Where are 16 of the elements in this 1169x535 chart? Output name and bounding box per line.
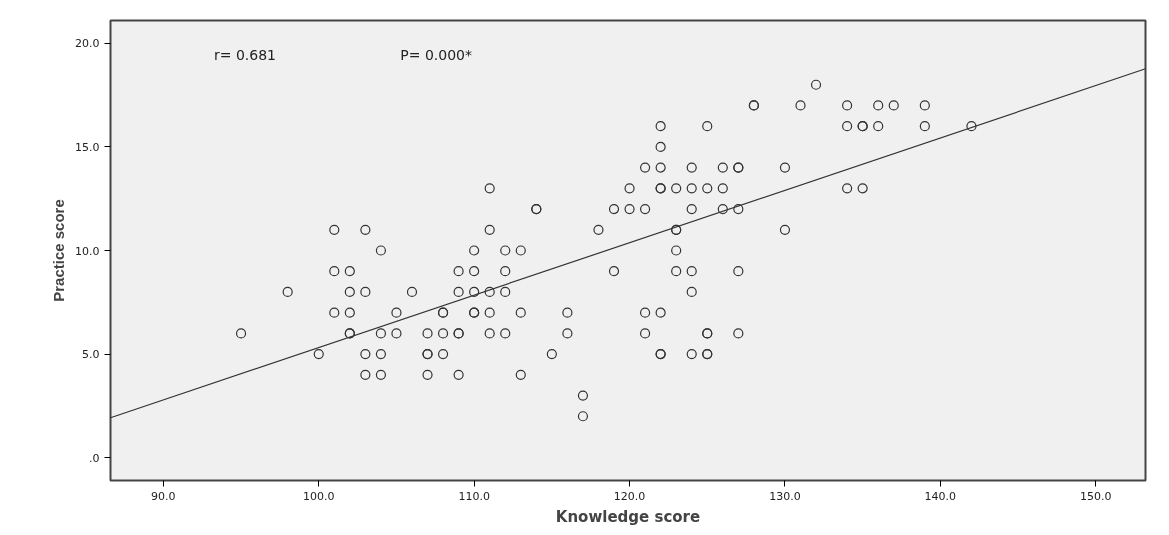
x-tick-label: 90.0 (151, 489, 176, 503)
x-tick-label: 140.0 (924, 489, 957, 503)
x-tick-label: 130.0 (769, 489, 801, 503)
y-tick-label: 10.0 (75, 244, 100, 258)
y-tick-label: 20.0 (75, 37, 100, 51)
y-axis-title: Practice score (50, 199, 68, 302)
x-tick-label: 110.0 (458, 489, 490, 503)
annotation: r= 0.681 (214, 47, 277, 63)
x-tick-label: 150.0 (1080, 489, 1112, 503)
annotation: P= 0.000* (400, 47, 472, 63)
x-axis-title: Knowledge score (555, 507, 701, 526)
x-tick-label: 120.0 (613, 489, 646, 503)
y-tick-label: 5.0 (82, 348, 100, 362)
y-tick-label: 15.0 (75, 140, 100, 154)
x-tick-label: 100.0 (303, 489, 335, 503)
y-tick-label: .0 (89, 451, 100, 465)
